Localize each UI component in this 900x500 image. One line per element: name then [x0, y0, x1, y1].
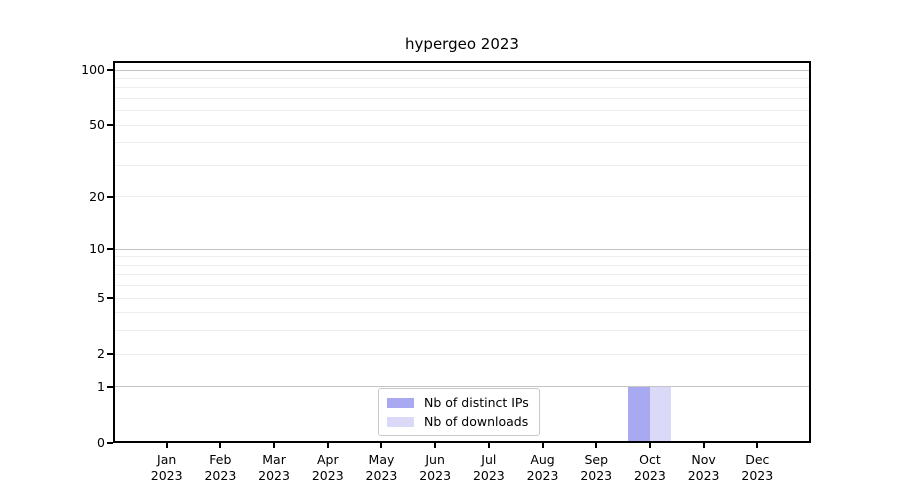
x-tick-sep [595, 443, 598, 448]
legend-row-distinct-ips: Nb of distinct IPs [387, 395, 529, 410]
legend: Nb of distinct IPs Nb of downloads [378, 388, 540, 436]
x-tick-label-mar: Mar 2023 [258, 452, 290, 483]
x-tick-oct [648, 443, 651, 448]
gridline-minor-20 [113, 196, 811, 198]
x-tick-label-may: May 2023 [365, 452, 398, 483]
gridline-major-1 [113, 386, 811, 388]
x-tick-apr [326, 443, 329, 448]
y-tick-label-10: 10 [89, 241, 105, 257]
gridline-minor-5 [113, 297, 811, 299]
gridline-minor-8 [113, 264, 811, 266]
y-tick-label-50: 50 [89, 117, 105, 133]
x-tick-jan [165, 443, 168, 448]
gridline-minor-3 [113, 330, 811, 332]
bar-distinct-ips-oct [628, 386, 650, 443]
legend-row-downloads: Nb of downloads [387, 414, 529, 429]
x-tick-label-dec: Dec 2023 [741, 452, 774, 483]
gridline-minor-6 [113, 285, 811, 287]
y-tick-10 [107, 248, 113, 251]
x-tick-label-feb: Feb 2023 [204, 452, 237, 483]
gridline-minor-80 [113, 87, 811, 89]
gridline-minor-9 [113, 256, 811, 258]
x-tick-label-oct: Oct 2023 [634, 452, 666, 483]
legend-label-downloads: Nb of downloads [424, 414, 529, 429]
y-tick-label-5: 5 [97, 290, 105, 306]
gridline-minor-4 [113, 312, 811, 314]
x-tick-jul [487, 443, 490, 448]
y-tick-label-0: 0 [97, 435, 105, 450]
y-tick-label-1: 1 [97, 378, 105, 394]
x-tick-label-apr: Apr 2023 [311, 452, 344, 483]
y-tick-label-20: 20 [89, 188, 105, 204]
gridline-major-10 [113, 248, 811, 250]
y-tick-1 [107, 385, 113, 388]
y-tick-label-100: 100 [81, 62, 105, 78]
x-tick-label-jul: Jul 2023 [472, 452, 505, 483]
x-tick-label-aug: Aug 2023 [526, 452, 559, 483]
x-tick-aug [541, 443, 544, 448]
y-tick-20 [107, 195, 113, 198]
x-tick-label-jun: Jun 2023 [419, 452, 452, 483]
y-tick-50 [107, 124, 113, 127]
chart-title: hypergeo 2023 [405, 35, 519, 53]
x-tick-label-nov: Nov 2023 [687, 452, 720, 483]
legend-swatch-distinct-ips [387, 397, 414, 408]
gridline-minor-60 [113, 110, 811, 112]
gridline-minor-90 [113, 77, 811, 79]
legend-label-distinct-ips: Nb of distinct IPs [424, 395, 529, 410]
gridline-minor-50 [113, 124, 811, 126]
gridline-minor-2 [113, 353, 811, 355]
legend-swatch-downloads [387, 416, 414, 427]
gridline-minor-40 [113, 142, 811, 144]
y-tick-5 [107, 297, 113, 300]
y-tick-100 [107, 69, 113, 72]
x-tick-mar [273, 443, 276, 448]
gridline-major-100 [113, 69, 811, 71]
x-tick-nov [702, 443, 705, 448]
y-tick-2 [107, 353, 113, 356]
plot-area: 0 1 2 5 10 20 50 100 Jan 2023 Feb 2023 Mar 2023 Apr 20… [81, 61, 811, 483]
x-tick-may [380, 443, 383, 448]
x-tick-label-sep: Sep 2023 [580, 452, 613, 483]
x-tick-jun [434, 443, 437, 448]
x-tick-label-jan: Jan 2023 [150, 452, 183, 483]
bar-downloads-oct [649, 386, 672, 443]
x-tick-dec [756, 443, 759, 448]
gridline-minor-30 [113, 165, 811, 166]
gridline-minor-7 [113, 274, 811, 276]
y-tick-0 [107, 442, 113, 444]
y-tick-label-2: 2 [97, 346, 105, 362]
gridline-minor-70 [113, 98, 811, 100]
x-tick-feb [219, 443, 222, 448]
